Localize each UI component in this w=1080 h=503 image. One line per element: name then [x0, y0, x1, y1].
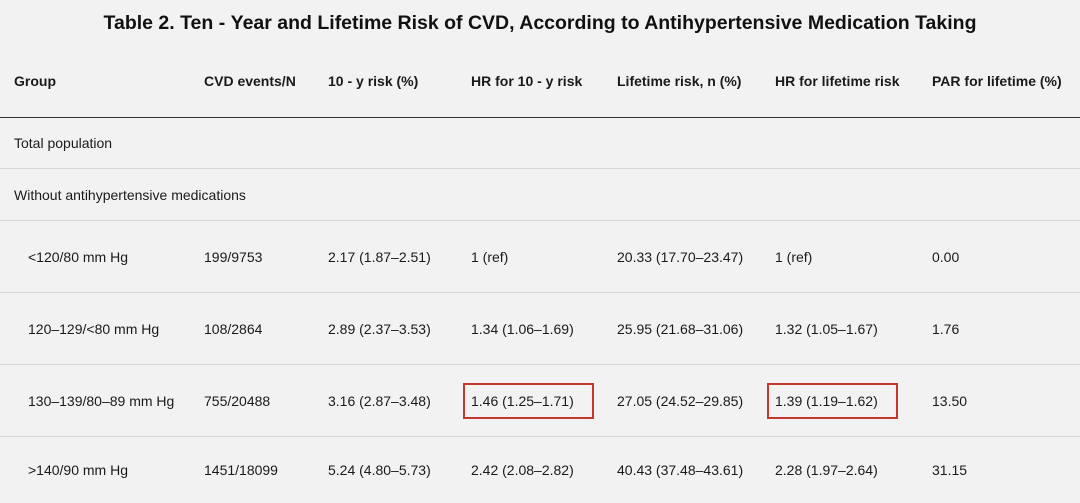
cell-par: 31.15: [918, 437, 1080, 503]
cell-events: 1451/18099: [190, 437, 314, 503]
cell-group: 130–139/80–89 mm Hg: [0, 365, 190, 437]
cell-events: 108/2864: [190, 293, 314, 365]
cell-events: 199/9753: [190, 221, 314, 293]
cell-hr-10y: 2.42 (2.08–2.82): [457, 437, 603, 503]
cell-hr-lifetime: 1 (ref): [761, 221, 918, 293]
cell-group: <120/80 mm Hg: [0, 221, 190, 293]
header-10y-risk: 10 ‑ y risk (%): [314, 44, 457, 118]
header-row: Group CVD events/N 10 ‑ y risk (%) HR fo…: [0, 44, 1080, 118]
cell-group: 120–129/<80 mm Hg: [0, 293, 190, 365]
cell-10y-risk: 2.89 (2.37–3.53): [314, 293, 457, 365]
cell-lifetime-risk: 20.33 (17.70–23.47): [603, 221, 761, 293]
cell-lifetime-risk: 40.43 (37.48–43.61): [603, 437, 761, 503]
cell-hr-10y: 1 (ref): [457, 221, 603, 293]
cell-hr-lifetime: 1.39 (1.19–1.62): [761, 365, 918, 437]
table-row: 120–129/<80 mm Hg 108/2864 2.89 (2.37–3.…: [0, 293, 1080, 365]
table-title: Table 2. Ten ‑ Year and Lifetime Risk of…: [0, 12, 1080, 35]
section-label: Without antihypertensive medications: [0, 169, 1080, 221]
cell-hr-10y: 1.34 (1.06–1.69): [457, 293, 603, 365]
highlight-box: 1.39 (1.19–1.62): [767, 383, 898, 419]
section-row: Total population: [0, 118, 1080, 169]
cell-par: 1.76: [918, 293, 1080, 365]
header-par: PAR for lifetime (%): [918, 44, 1080, 118]
section-row: Without antihypertensive medications: [0, 169, 1080, 221]
cell-hr-lifetime: 1.32 (1.05–1.67): [761, 293, 918, 365]
table-row: <120/80 mm Hg 199/9753 2.17 (1.87–2.51) …: [0, 221, 1080, 293]
section-label: Total population: [0, 118, 1080, 169]
header-hr-lifetime: HR for lifetime risk: [761, 44, 918, 118]
table-row: 130–139/80–89 mm Hg 755/20488 3.16 (2.87…: [0, 365, 1080, 437]
header-events: CVD events/N: [190, 44, 314, 118]
cell-10y-risk: 3.16 (2.87–3.48): [314, 365, 457, 437]
header-lifetime-risk: Lifetime risk, n (%): [603, 44, 761, 118]
header-hr-10y: HR for 10 ‑ y risk: [457, 44, 603, 118]
cell-lifetime-risk: 27.05 (24.52–29.85): [603, 365, 761, 437]
cell-events: 755/20488: [190, 365, 314, 437]
highlight-box: 1.46 (1.25–1.71): [463, 383, 594, 419]
risk-table: Group CVD events/N 10 ‑ y risk (%) HR fo…: [0, 44, 1080, 503]
cell-hr-lifetime: 2.28 (1.97–2.64): [761, 437, 918, 503]
header-group: Group: [0, 44, 190, 118]
table-row: >140/90 mm Hg 1451/18099 5.24 (4.80–5.73…: [0, 437, 1080, 503]
cell-par: 13.50: [918, 365, 1080, 437]
cell-group: >140/90 mm Hg: [0, 437, 190, 503]
cell-10y-risk: 2.17 (1.87–2.51): [314, 221, 457, 293]
cell-10y-risk: 5.24 (4.80–5.73): [314, 437, 457, 503]
cell-par: 0.00: [918, 221, 1080, 293]
cell-hr-10y: 1.46 (1.25–1.71): [457, 365, 603, 437]
cell-lifetime-risk: 25.95 (21.68–31.06): [603, 293, 761, 365]
